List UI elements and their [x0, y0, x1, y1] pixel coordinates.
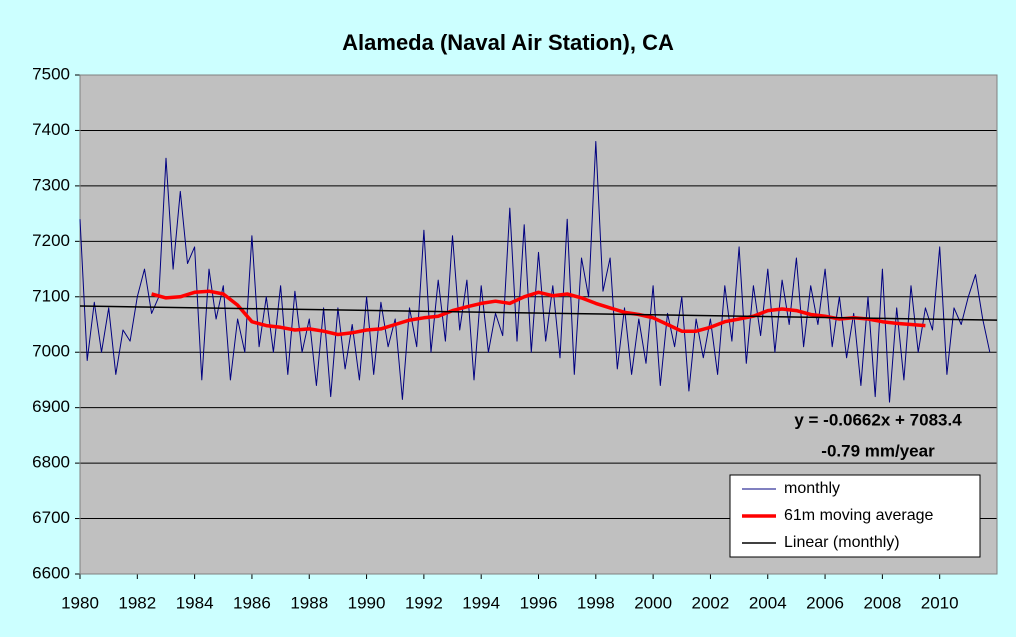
y-tick-label: 7200: [32, 231, 70, 250]
y-tick-label: 7000: [32, 342, 70, 361]
y-tick-label: 6700: [32, 508, 70, 527]
legend-label: 61m moving average: [784, 507, 934, 524]
series-line: [79, 141, 991, 403]
x-tick-label: 1994: [462, 593, 500, 612]
x-tick-label: 1982: [118, 593, 156, 612]
legend: monthly 61m moving average Linear (monthly…: [729, 474, 981, 558]
annotation: -0.79 mm/year: [821, 441, 935, 460]
legend-label: Linear (monthly): [784, 534, 900, 551]
series-line: [79, 305, 998, 321]
x-tick-label: 1980: [61, 593, 99, 612]
x-tick-label: 2002: [692, 593, 730, 612]
legend-label: monthly: [784, 480, 840, 497]
x-tick-label: 1998: [577, 593, 615, 612]
x-tick-label: 2000: [634, 593, 672, 612]
y-tick-label: 6800: [32, 453, 70, 472]
y-tick-label: 6900: [32, 397, 70, 416]
x-tick-label: 1988: [290, 593, 328, 612]
series-line: [151, 289, 926, 337]
y-tick-label: 6600: [32, 563, 70, 582]
x-tick-label: 1986: [233, 593, 271, 612]
x-tick-label: 1996: [520, 593, 558, 612]
x-tick-label: 2006: [806, 593, 844, 612]
y-tick-label: 7100: [32, 286, 70, 305]
plot-border: [79, 74, 998, 575]
y-tick-label: 7400: [32, 120, 70, 139]
x-tick-label: 2008: [863, 593, 901, 612]
y-tick-label: 7300: [32, 175, 70, 194]
chart-title: Alameda (Naval Air Station), CA: [342, 30, 674, 55]
y-tick-label: 7500: [32, 64, 70, 83]
x-tick-label: 2004: [749, 593, 787, 612]
x-tick-label: 1990: [348, 593, 386, 612]
x-tick-label: 1992: [405, 593, 443, 612]
x-tick-label: 1984: [176, 593, 214, 612]
x-tick-label: 2010: [921, 593, 959, 612]
annotation: y = -0.0662x + 7083.4: [794, 410, 962, 429]
